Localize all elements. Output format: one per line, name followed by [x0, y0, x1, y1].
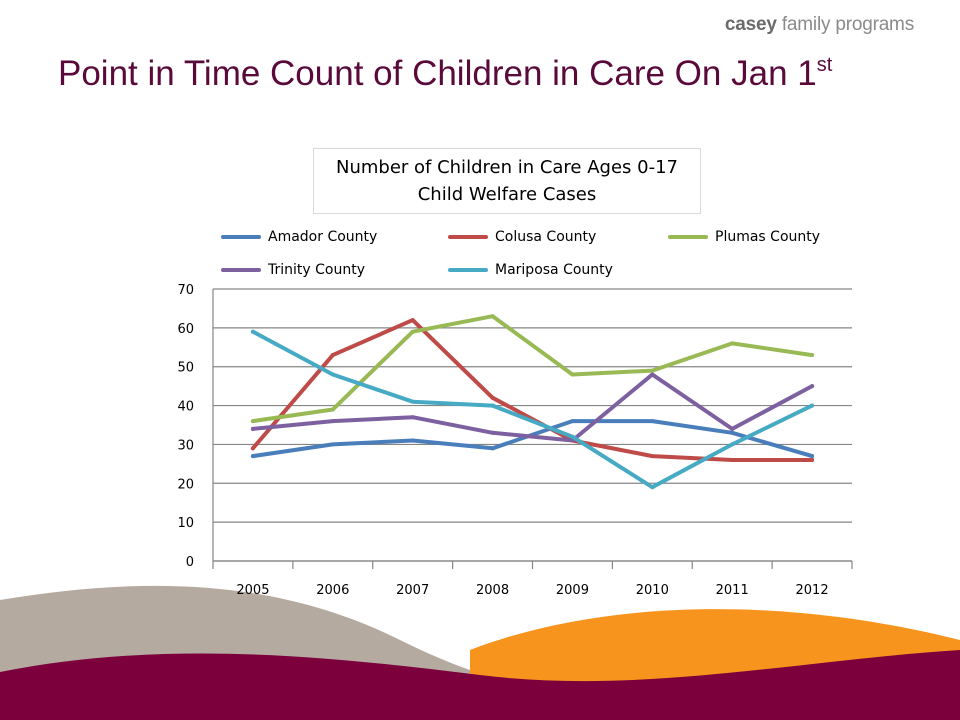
legend-swatch — [448, 268, 488, 272]
legend-label: Amador County — [268, 229, 378, 245]
legend-swatch — [221, 268, 261, 272]
data-point-trinity-county — [250, 426, 255, 431]
legend-label: Plumas County — [715, 229, 821, 245]
data-point-amador-county — [650, 419, 655, 424]
x-tick-label: 2011 — [716, 583, 749, 598]
data-point-trinity-county — [330, 419, 335, 424]
data-point-plumas-county — [410, 329, 415, 334]
data-point-plumas-county — [490, 314, 495, 319]
chart-subtitle: Child Welfare Cases — [417, 184, 597, 205]
data-point-amador-county — [490, 446, 495, 451]
series-line-plumas-county — [250, 314, 815, 424]
data-point-colusa-county — [410, 318, 415, 323]
data-point-colusa-county — [250, 446, 255, 451]
data-point-trinity-county — [410, 415, 415, 420]
legend-label: Colusa County — [495, 229, 597, 245]
data-point-plumas-county — [730, 341, 735, 346]
x-tick-label: 2010 — [636, 583, 669, 598]
legend-item-amador-county: Amador County — [221, 227, 377, 247]
page-title: Point in Time Count of Children in Care … — [58, 54, 832, 94]
series-line-mariposa-county — [250, 329, 815, 490]
data-point-plumas-county — [570, 372, 575, 377]
data-point-colusa-county — [330, 353, 335, 358]
data-point-mariposa-county — [810, 403, 815, 408]
data-point-colusa-county — [490, 395, 495, 400]
data-point-amador-county — [410, 438, 415, 443]
plot-area — [213, 289, 852, 561]
legend-item-plumas-county: Plumas County — [668, 227, 820, 247]
page-title-superscript: st — [816, 54, 833, 76]
chart-legend: Amador County Colusa County Plumas County T… — [203, 218, 875, 290]
x-tick-label: 2007 — [396, 583, 429, 598]
casey-logo: casey family programs — [725, 14, 914, 36]
y-tick-label: 0 — [186, 555, 194, 570]
data-point-mariposa-county — [490, 403, 495, 408]
data-point-amador-county — [250, 454, 255, 459]
x-tick-label: 2005 — [236, 583, 269, 598]
chart-title-box: Number of Children in Care Ages 0-17 Chi… — [313, 148, 701, 214]
data-point-plumas-county — [330, 407, 335, 412]
data-point-colusa-county — [810, 457, 815, 462]
maroon-swoosh — [0, 650, 960, 720]
legend-item-trinity-county: Trinity County — [221, 260, 365, 280]
y-tick-label: 10 — [177, 516, 194, 531]
y-tick-label: 70 — [177, 283, 194, 298]
y-tick-label: 50 — [177, 361, 194, 376]
data-point-amador-county — [810, 454, 815, 459]
series-line-trinity-county — [250, 372, 815, 443]
chart-title: Number of Children in Care Ages 0-17 — [335, 157, 678, 178]
x-tick-label: 2006 — [316, 583, 349, 598]
data-point-trinity-county — [810, 384, 815, 389]
logo-bold-text: casey — [724, 14, 777, 35]
x-tick-label: 2009 — [556, 583, 589, 598]
y-tick-label: 20 — [177, 477, 194, 492]
data-point-mariposa-county — [330, 372, 335, 377]
legend-label: Trinity County — [268, 262, 365, 278]
legend-item-colusa-county: Colusa County — [448, 227, 596, 247]
y-tick-label: 60 — [177, 322, 194, 337]
legend-swatch — [448, 235, 488, 239]
y-tick-label: 40 — [177, 400, 194, 415]
y-tick-label: 30 — [177, 438, 194, 453]
data-point-mariposa-county — [410, 399, 415, 404]
data-point-amador-county — [730, 430, 735, 435]
data-point-plumas-county — [250, 419, 255, 424]
logo-rest-text: family programs — [776, 14, 914, 35]
data-point-mariposa-county — [650, 485, 655, 490]
legend-label: Mariposa County — [495, 262, 613, 278]
page-title-main: Point in Time Count of Children in Care … — [58, 54, 817, 93]
data-point-mariposa-county — [250, 329, 255, 334]
x-tick-label: 2012 — [796, 583, 829, 598]
data-point-amador-county — [570, 419, 575, 424]
data-point-trinity-county — [650, 372, 655, 377]
data-point-trinity-county — [490, 430, 495, 435]
x-tick-label: 2008 — [476, 583, 509, 598]
legend-swatch — [221, 235, 261, 239]
data-point-mariposa-county — [570, 434, 575, 439]
data-point-amador-county — [330, 442, 335, 447]
data-point-plumas-county — [810, 353, 815, 358]
legend-swatch — [668, 235, 708, 239]
data-point-colusa-county — [650, 454, 655, 459]
data-point-trinity-county — [730, 426, 735, 431]
data-point-mariposa-county — [730, 442, 735, 447]
data-point-plumas-county — [650, 368, 655, 373]
legend-item-mariposa-county: Mariposa County — [448, 260, 613, 280]
data-point-colusa-county — [730, 457, 735, 462]
